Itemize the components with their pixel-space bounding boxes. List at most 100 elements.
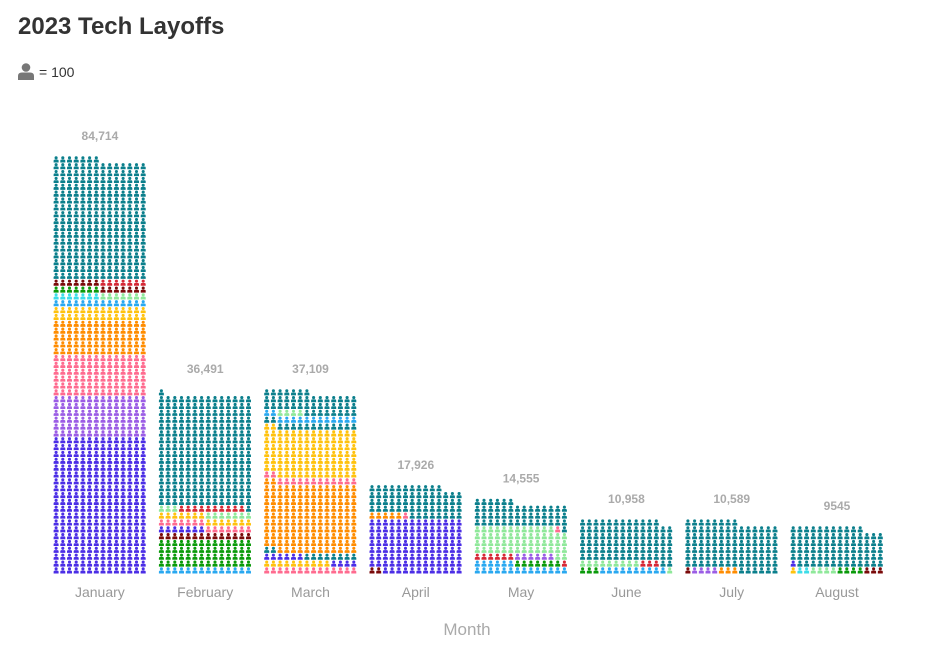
person-icon [87,320,93,327]
person-icon [93,416,99,423]
person-icon [745,539,751,547]
person-icon [225,546,231,553]
person-icon [134,375,139,382]
person-icon [246,416,251,423]
person-icon [270,437,276,444]
person-icon [73,512,79,519]
person-icon [127,163,133,170]
person-icon [53,245,59,252]
person-icon [277,457,283,464]
person-icon [134,560,139,567]
person-icon [627,546,632,553]
person-icon [620,553,626,560]
person-icon [515,539,520,547]
person-icon [179,423,184,430]
person-icon [53,361,59,368]
person-icon [53,416,59,423]
person-icon [80,231,86,238]
person-icon [871,539,877,547]
person-icon [481,567,487,574]
person-icon [100,170,106,177]
person-icon [225,457,231,464]
person-icon [830,533,836,540]
person-icon [185,471,191,478]
person-icon [291,409,296,416]
person-icon [60,334,66,341]
person-icon [324,430,330,437]
person-icon [185,553,191,560]
person-icon [60,505,66,512]
person-icon [67,457,72,464]
person-icon [443,491,449,499]
person-icon [140,252,146,259]
person-icon [127,252,133,259]
person-icon [185,491,191,499]
person-icon [158,485,164,492]
person-icon [324,505,330,512]
person-icon [127,224,133,231]
person-icon [225,437,231,444]
person-icon [80,539,86,547]
person-icon [185,485,191,492]
person-icon [73,190,79,197]
person-icon [501,567,507,574]
person-icon [804,539,810,547]
person-icon [53,478,59,485]
person-icon [199,491,205,499]
person-icon [705,567,711,574]
person-icon [593,519,599,526]
person-icon [270,409,276,416]
person-icon [134,444,139,451]
person-icon [580,560,586,567]
person-icon [93,224,99,231]
person-icon [752,546,758,553]
person-icon [113,368,119,375]
person-icon [113,279,119,286]
person-icon [179,416,184,423]
person-icon [633,553,639,560]
person-icon [113,464,119,471]
person-icon [67,313,72,320]
person-icon [93,396,99,403]
person-icon [732,553,738,560]
person-icon [232,519,238,526]
person-icon [80,478,86,485]
person-icon [712,546,718,553]
person-icon [351,512,357,519]
person-icon [107,546,113,553]
person-icon [87,437,93,444]
person-icon [140,546,146,553]
person-icon [351,526,357,533]
person-icon [93,361,99,368]
person-icon [640,533,646,540]
person-icon [284,471,290,478]
person-icon [481,539,487,547]
person-icon [113,389,119,396]
person-icon [53,163,59,170]
person-icon [134,519,139,526]
person-icon [107,375,113,382]
person-icon [60,252,66,259]
person-icon [134,279,139,286]
person-icon [134,368,139,375]
person-icon [297,478,303,485]
person-icon [586,560,592,567]
person-icon [93,176,99,183]
person-icon [474,512,480,519]
person-icon [246,567,251,574]
person-icon [87,197,93,204]
person-icon [291,539,296,547]
person-icon [67,197,72,204]
person-icon [73,211,79,218]
person-icon [284,423,290,430]
person-icon [120,457,126,464]
person-icon [541,539,547,547]
person-icon [134,238,139,245]
person-icon [627,560,632,567]
person-icon [705,533,711,540]
person-icon [317,423,323,430]
person-icon [179,450,184,457]
person-icon [284,512,290,519]
person-icon [73,156,79,163]
person-icon [376,526,382,533]
